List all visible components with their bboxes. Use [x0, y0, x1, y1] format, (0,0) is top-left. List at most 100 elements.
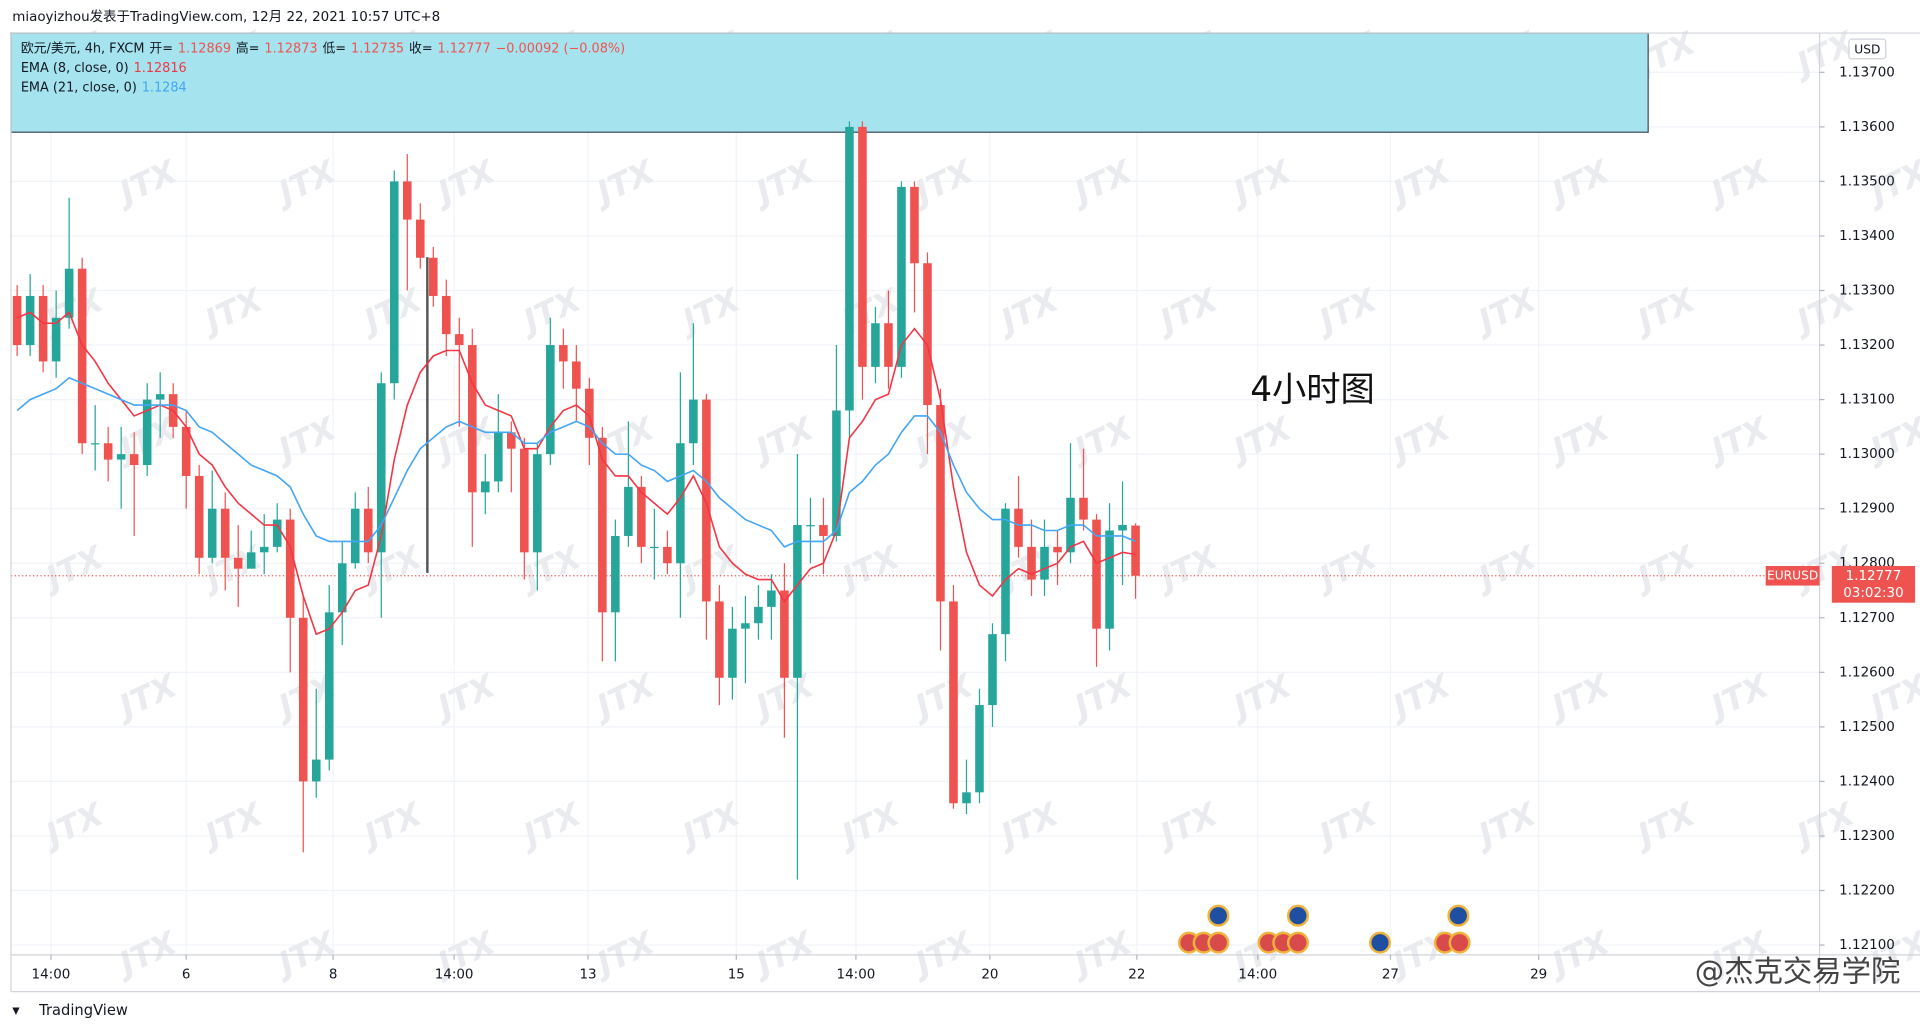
candle-body [233, 557, 243, 569]
candle-body [884, 323, 893, 367]
candle-body [611, 535, 620, 613]
candle-body [702, 399, 711, 602]
x-tick-label: 8 [329, 967, 338, 982]
candle-body [598, 437, 607, 613]
candle-body [806, 525, 815, 527]
legend-label: 低= [322, 41, 346, 56]
candle-body [194, 475, 204, 558]
candle-body [767, 590, 776, 607]
candle-body [754, 606, 763, 624]
x-tick-label: 6 [182, 967, 191, 982]
event-icon [1447, 904, 1470, 927]
symbol-tag: EURUSD [1767, 568, 1818, 582]
y-tick-label: 1.13400 [1839, 229, 1895, 244]
event-icon [1207, 931, 1230, 954]
candle-body [1092, 519, 1101, 629]
candle-body [455, 334, 464, 346]
candle-body [845, 126, 854, 411]
plot [11, 121, 1820, 880]
candle-body [819, 525, 828, 536]
legend-value: 1.12869 [178, 41, 231, 56]
candle-body [259, 546, 269, 553]
y-tick-label: 1.12700 [1839, 611, 1895, 626]
candle-body [897, 186, 906, 367]
candle-body [1014, 508, 1023, 547]
candle-body [910, 186, 919, 264]
x-tick-label: 20 [981, 967, 998, 982]
price-tag: 1.12777 [1846, 569, 1902, 584]
candle-body [272, 519, 282, 547]
candle-body [428, 257, 438, 296]
axes: 1.12100 1.12200 1.12300 1.12400 1.12500 1.126… [32, 65, 1916, 982]
candle-body [155, 394, 165, 400]
legend-value: 1.12777 [438, 41, 491, 56]
legend-value: 1.12816 [134, 61, 187, 76]
candle-body [559, 345, 568, 362]
legend-entry: EMA (8, close, 0) [21, 61, 129, 76]
candle-body [468, 345, 477, 493]
y-tick-label: 1.13500 [1839, 174, 1895, 189]
candle-body [129, 454, 139, 466]
candle-body [546, 345, 555, 455]
event-icon [1368, 931, 1392, 954]
candle-body [90, 443, 100, 445]
legend-symbol: 欧元/美元, 4h, FXCM [21, 41, 145, 56]
candle-body [246, 552, 256, 569]
candle-body [689, 399, 698, 444]
candle-body [780, 590, 789, 678]
candle-body [38, 295, 48, 362]
y-tick-label: 1.12100 [1839, 938, 1895, 953]
x-tick-label: 15 [728, 967, 745, 982]
candle-body [494, 432, 503, 482]
countdown: 03:02:30 [1843, 586, 1903, 601]
candle-body [12, 295, 22, 346]
legend-label: 收= [409, 41, 433, 56]
candle-body [858, 126, 867, 367]
candle-body [585, 388, 594, 438]
candle-body [181, 426, 191, 476]
symbol-tag-bg [1765, 565, 1820, 586]
candle-body [962, 792, 971, 804]
price-tag-bg [1831, 565, 1916, 603]
candle-body [64, 268, 74, 318]
y-tick-label: 1.13600 [1839, 120, 1895, 135]
event-icon [1286, 904, 1309, 927]
x-tick-label: 14:00 [435, 967, 474, 982]
candle-body [363, 508, 373, 553]
candle-body [949, 601, 958, 804]
candle-body [507, 432, 516, 449]
x-tick-label: 13 [579, 967, 596, 982]
candle-body [676, 443, 685, 564]
candle-body [533, 454, 542, 553]
currency: USD [1854, 43, 1880, 57]
y-tick-label: 1.13200 [1839, 338, 1895, 353]
legend-entry: EMA (21, close, 0) [21, 81, 137, 96]
legend-value: 1.12735 [351, 41, 404, 56]
candle-body [975, 705, 984, 793]
candle-body [871, 323, 880, 367]
x-tick-label: 27 [1382, 967, 1399, 982]
candle-body [376, 383, 386, 553]
x-tick-label: 14:00 [1238, 967, 1277, 982]
x-tick-label: 29 [1530, 967, 1547, 982]
y-tick-label: 1.13000 [1839, 447, 1895, 462]
candle-body [520, 448, 529, 553]
y-tick-label: 1.12300 [1839, 829, 1895, 844]
candle-body [741, 623, 750, 629]
candle-body [389, 181, 399, 384]
candle-body [715, 601, 724, 678]
y-tick-label: 1.12600 [1839, 665, 1895, 680]
legend-label: 高= [236, 40, 260, 56]
currency-box [1848, 38, 1887, 60]
candle-body [1001, 508, 1010, 635]
candle-body [298, 617, 308, 782]
legend-label: 开= [149, 41, 173, 56]
y-tick-label: 1.12400 [1839, 774, 1895, 789]
candle-body [220, 508, 230, 558]
candle-body [936, 405, 945, 602]
candle-body [572, 361, 581, 389]
annotation: 4小时图 [1250, 370, 1375, 410]
y-tick-label: 1.13700 [1839, 65, 1895, 80]
rectangle-drawing [10, 32, 1649, 133]
